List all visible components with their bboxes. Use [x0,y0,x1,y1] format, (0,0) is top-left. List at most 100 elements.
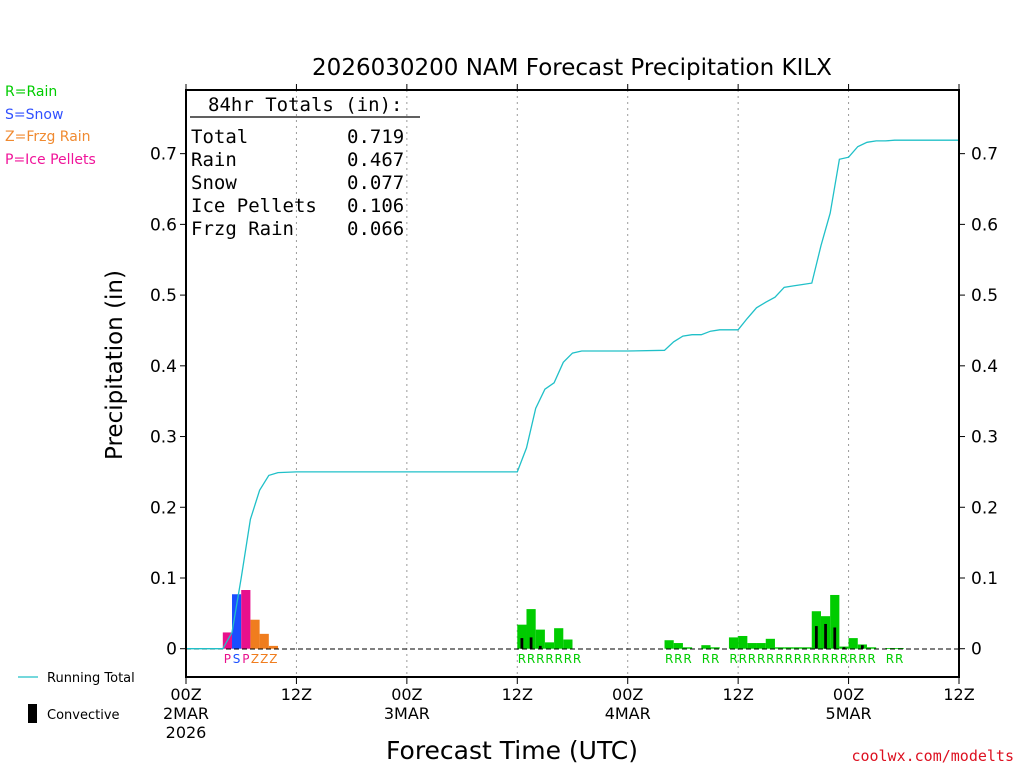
type-letter: R [536,652,544,666]
precip-bar [885,648,895,649]
precip-bar [774,647,785,649]
type-letter: R [794,652,802,666]
type-letter: R [858,652,866,666]
type-letter: R [564,652,572,666]
y-tick-label-right: 0.4 [971,357,998,377]
x-tick-label: 3MAR [384,704,430,723]
type-letter: R [729,652,737,666]
legend-rain: R=Rain [5,84,57,100]
precip-bar [259,633,269,649]
type-letter: R [867,652,875,666]
y-tick-label-left: 0.2 [150,498,177,518]
precip-bar [738,635,748,649]
type-letter: R [840,652,848,666]
precip-bars [222,590,904,649]
totals-label-total: Total [191,126,248,148]
precip-bar [866,647,877,649]
type-letter: P [224,652,231,666]
precip-bar [250,619,260,649]
precip-bar [765,638,775,649]
y-tick-label-right: 0.7 [971,145,998,165]
x-tick-label: 4MAR [605,704,651,723]
precip-bar [544,642,555,649]
precip-bar [554,628,564,649]
y-tick-label-left: 0.1 [150,569,177,589]
totals-box: 84hr Totals (in): Total 0.719 Rain 0.467… [190,94,420,240]
totals-value-snow: 0.077 [347,172,404,194]
running-total-line [186,139,959,650]
x-tick-label: 00Z [170,685,201,704]
type-letter: R [748,652,756,666]
convective-bars [520,623,864,649]
totals-heading: 84hr Totals (in): [208,94,402,116]
totals-label-ice-pellets: Ice Pellets [191,195,317,217]
type-letter: R [711,652,719,666]
type-letter: R [665,652,673,666]
precip-bar [535,629,545,649]
type-letter: R [812,652,820,666]
precip-bar [802,647,812,649]
type-letter: R [803,652,811,666]
precip-bar [241,590,251,649]
precip-bar [673,643,683,649]
precip-bar [517,624,527,649]
precip-bar [830,594,840,649]
type-letter: R [886,652,894,666]
precip-bar [793,647,803,649]
y-tick-label-right: 0.5 [971,286,998,306]
y-tick-labels: 0 0 0.1 0.1 0.2 0.2 0.3 0.3 0.4 0.4 0.5 0.5 0.6 0.6 0.… [150,145,998,660]
precip-bar [268,645,279,649]
legend-snow: S=Snow [5,107,63,123]
x-tick-label: 12Z [722,685,753,704]
type-letter: R [702,652,710,666]
type-letter: R [683,652,691,666]
type-letter: R [527,652,535,666]
totals-value-frzg-rain: 0.066 [347,218,404,240]
y-tick-label-left: 0.6 [150,215,177,235]
precip-bar [664,640,674,649]
x-tick-label: 5MAR [826,704,872,723]
convective-bar [529,637,533,649]
type-letter: R [821,652,829,666]
type-letter: Z [251,652,259,666]
totals-value-rain: 0.467 [347,149,404,171]
x-tick-label: 00Z [391,685,422,704]
legend-frzg-rain: Z=Frzg Rain [5,129,91,145]
precip-bar [756,643,766,649]
type-letter: R [849,652,857,666]
x-tick-label: 2026 [166,723,207,742]
convective-bar [833,627,837,649]
x-tick-label: 00Z [833,685,864,704]
type-letter: R [545,652,553,666]
totals-label-snow: Snow [191,172,237,194]
precip-bar [526,609,536,649]
precip-bar [747,643,757,649]
totals-label-frzg-rain: Frzg Rain [191,218,294,240]
plot-frame [185,89,960,678]
y-tick-label-right: 0.1 [971,569,998,589]
precip-bar [894,648,904,649]
running-total-legend-label: Running Total [47,671,135,686]
y-tick-label-left: 0.3 [150,428,177,448]
precip-bar [563,639,573,649]
x-tick-label: 12Z [502,685,533,704]
precip-bar [682,647,693,649]
axis-ticks [180,84,965,684]
convective-legend-label: Convective [47,708,120,723]
y-tick-label-left: 0 [166,640,177,660]
y-tick-label-left: 0.7 [150,145,177,165]
y-tick-label-right: 0.6 [971,215,998,235]
type-letter: R [785,652,793,666]
y-tick-label-left: 0.4 [150,357,177,377]
convective-bar [520,638,524,649]
x-tick-label: 00Z [612,685,643,704]
type-letter: R [518,652,526,666]
grid-lines [295,90,850,677]
type-letter: R [555,652,563,666]
convective-legend-swatch [28,704,37,723]
x-axis-label: Forecast Time (UTC) [386,736,638,765]
precip-bar [728,637,739,649]
precip-bar [710,647,720,649]
